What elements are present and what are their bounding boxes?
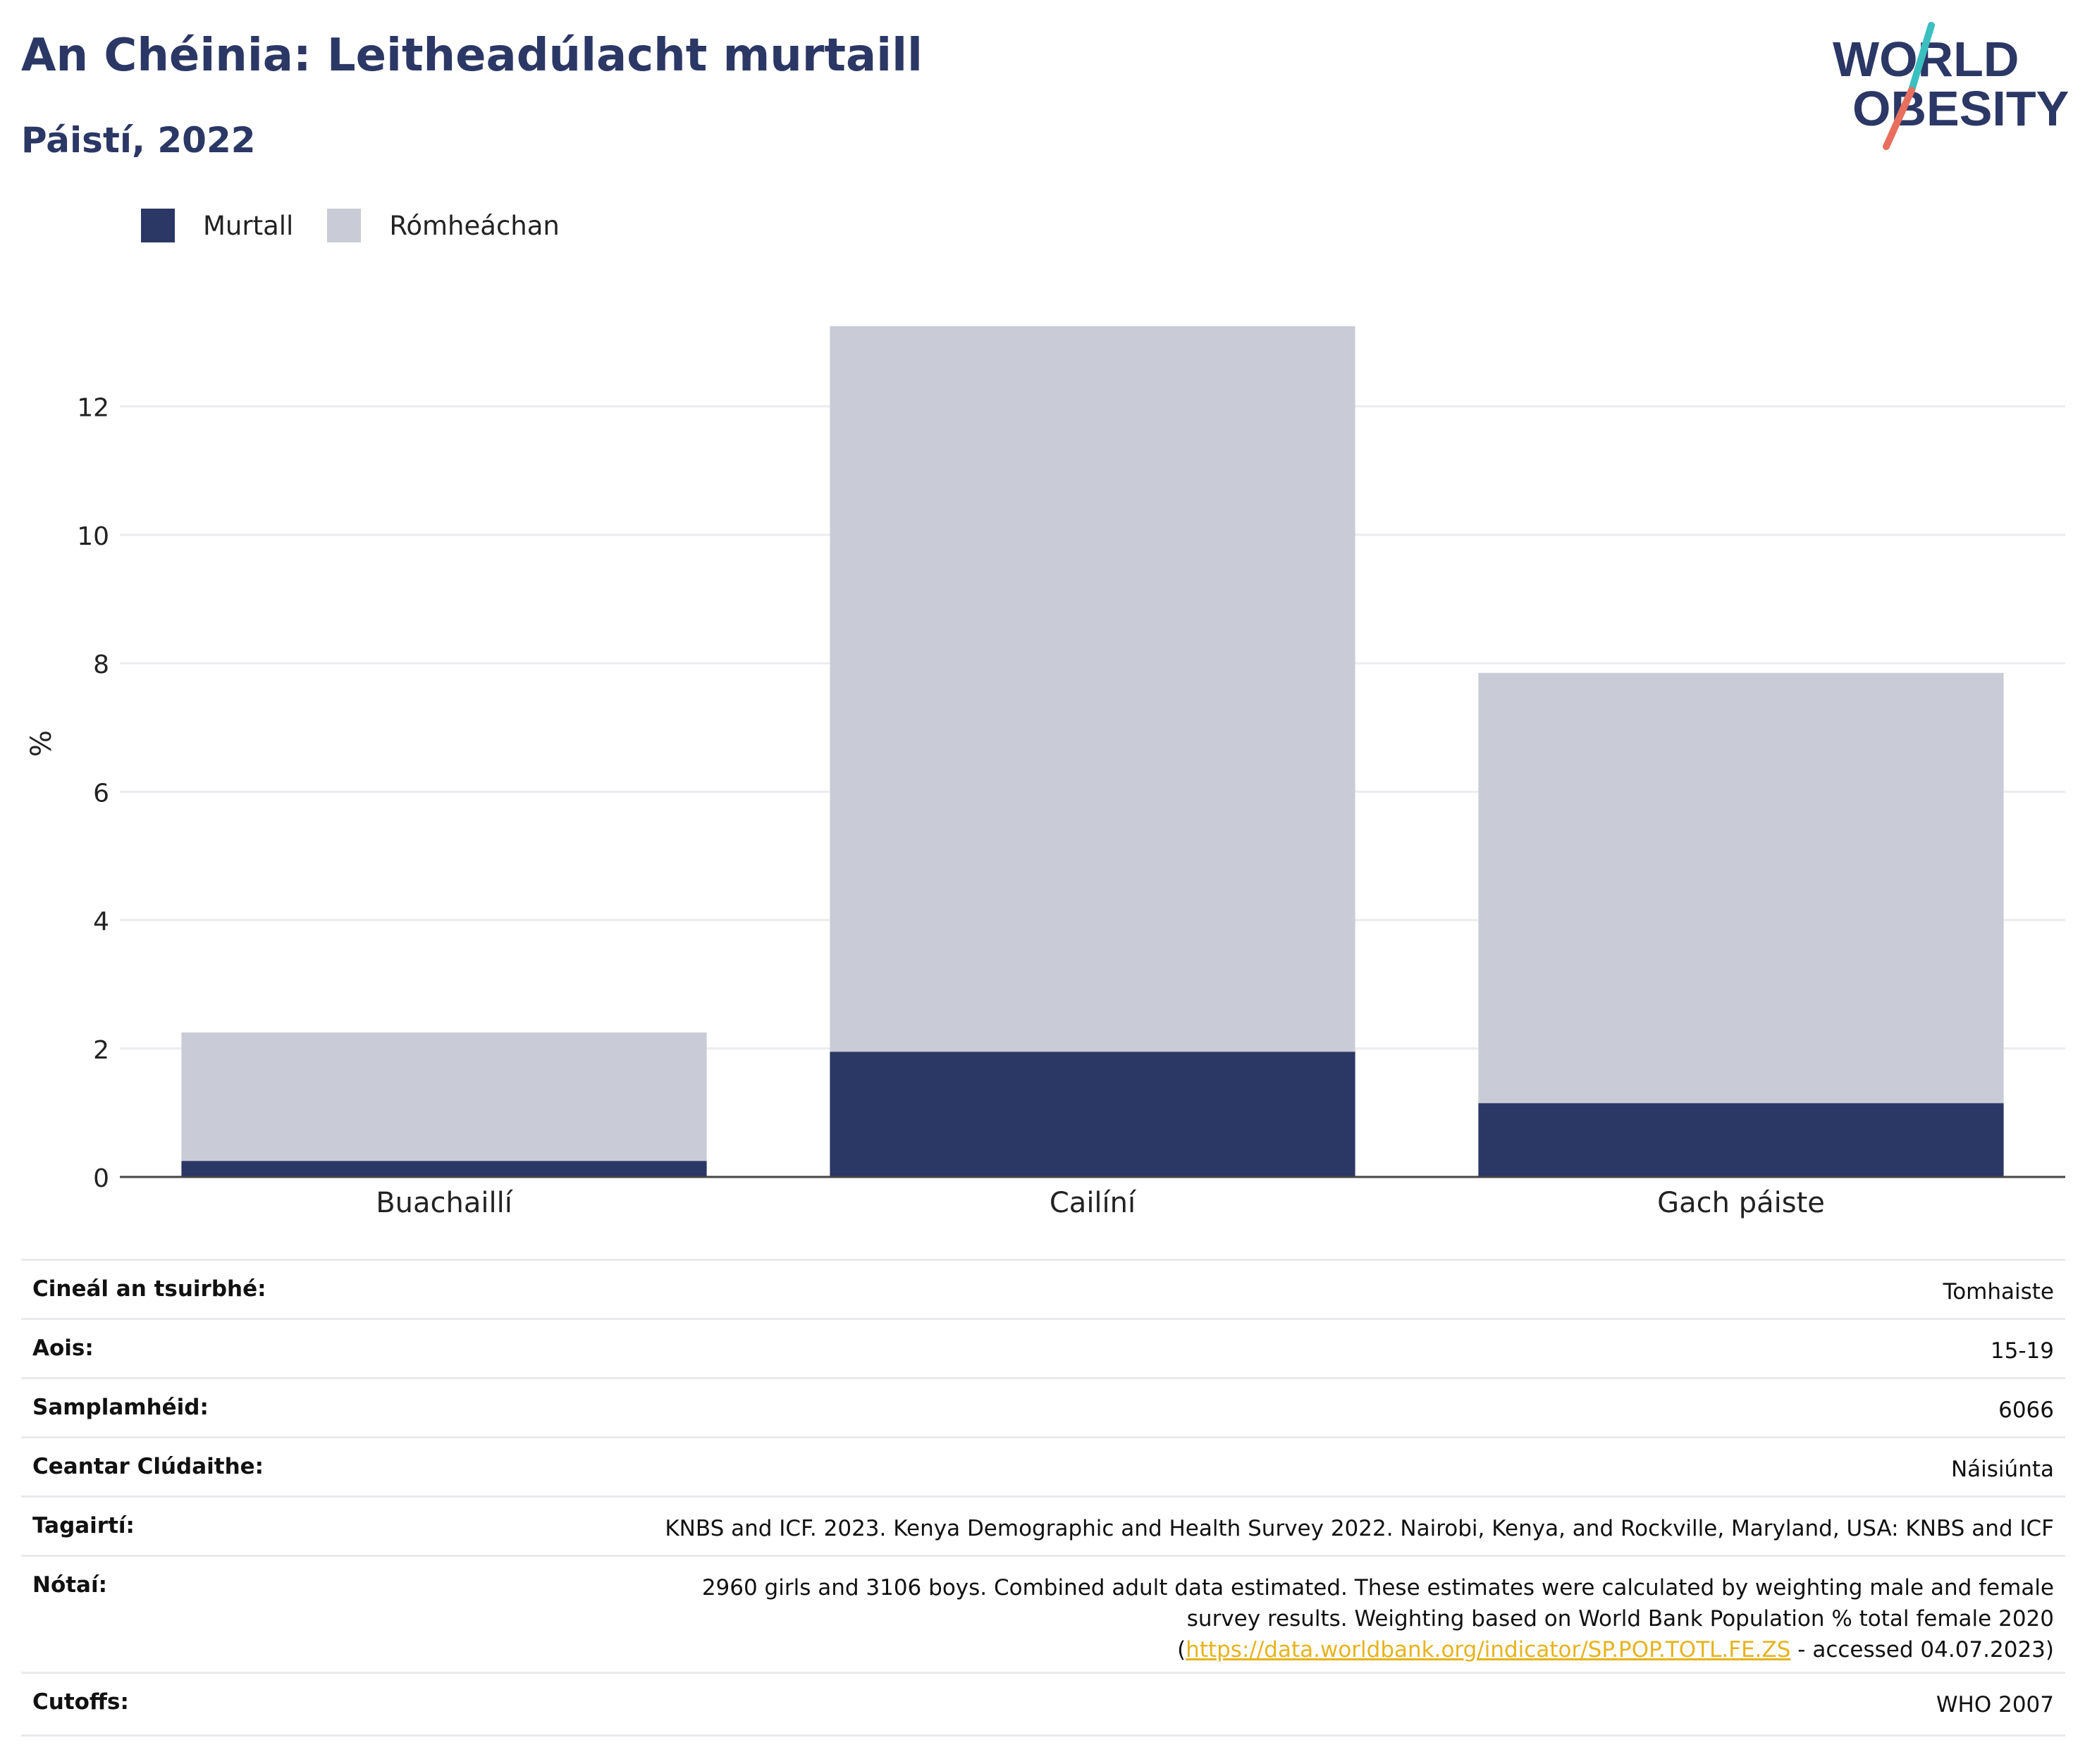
meta-key: Samplamhéid: [32,1395,209,1420]
meta-value: 15-19 [1990,1338,2054,1364]
meta-value: Náisiúnta [1950,1457,2054,1482]
y-tick-label: 0 [93,1164,109,1193]
y-tick-label: 4 [93,908,109,937]
bar-murtall [830,1051,1355,1177]
y-tick-label: 12 [77,394,109,423]
meta-key: Tagairtí: [32,1513,135,1538]
notes-text: 2960 girls and 3106 boys. Combined adult… [701,1575,2054,1663]
bar-romheachan [181,1032,707,1161]
legend-swatch-romheachan [327,209,362,242]
x-tick-label: Gach páiste [1657,1187,1825,1219]
logo-text-obesity: OBESITY [1852,81,2069,136]
meta-key: Ceantar Clúdaithe: [32,1454,264,1479]
legend-item-murtall[interactable]: Murtall [141,209,293,242]
y-tick-label: 6 [93,779,109,808]
meta-row: Aois: 15-19 [21,1318,2065,1377]
legend-swatch-murtall [141,209,175,242]
chart-subtitle: Páistí, 2022 [21,120,256,161]
meta-key: Cineál an tsuirbhé: [32,1276,266,1302]
logo-slash-top [1908,22,1935,94]
meta-key: Nótaí: [32,1572,108,1598]
meta-row: Nótaí: 2960 girls and 3106 boys. Combined… [21,1555,2065,1672]
legend-item-romheachan[interactable]: Rómheáchan [327,209,560,242]
x-tick-label: Buachaillí [376,1187,514,1219]
chart-legend: Murtall Rómheáchan [141,209,593,242]
bar-romheachan [1478,672,2004,1104]
notes-text-end: - accessed 04.07.2023) [1790,1637,2054,1663]
world-obesity-logo: WORLD OBESITY [1833,22,2069,150]
y-tick-label: 8 [93,650,109,679]
x-tick-label: Cailíní [1050,1187,1137,1219]
worldbank-link[interactable]: https://data.worldbank.org/indicator/SP.… [1186,1637,1791,1663]
legend-label-romheachan: Rómheáchan [389,210,560,241]
meta-key: Cutoffs: [32,1689,129,1715]
meta-row: Cutoffs: WHO 2007 [21,1672,2065,1737]
bar-murtall [181,1161,707,1177]
y-tick-label: 10 [77,522,109,551]
meta-row: Ceantar Clúdaithe: Náisiúnta [21,1436,2065,1495]
chart-title: An Chéinia: Leitheadúlacht murtaill [21,30,923,82]
meta-value: 2960 girls and 3106 boys. Combined adult… [644,1572,2054,1665]
meta-value: WHO 2007 [1936,1692,2054,1717]
survey-metadata-table: Cineál an tsuirbhé: Tomhaiste Aois: 15-19 Sa… [21,1259,2065,1737]
bar-romheachan [830,326,1355,1052]
meta-row: Samplamhéid: 6066 [21,1377,2065,1436]
meta-row: Cineál an tsuirbhé: Tomhaiste [21,1259,2065,1318]
stacked-bar-chart: 0 2 4 6 8 10 12 Buachaillí Cailíní Gach páiste% [25,326,2065,1219]
y-axis-label: % [25,730,58,757]
meta-row: Tagairtí: KNBS and ICF. 2023. Kenya Demog… [21,1495,2065,1555]
meta-value: Tomhaiste [1943,1279,2054,1305]
logo-slash-bottom [1883,87,1915,150]
meta-key: Aois: [32,1336,94,1361]
meta-value: KNBS and ICF. 2023. Kenya Demographic an… [665,1516,2054,1541]
meta-value: 6066 [1998,1398,2054,1423]
legend-label-murtall: Murtall [203,210,294,241]
bar-murtall [1478,1103,2004,1177]
y-tick-label: 2 [93,1036,109,1065]
